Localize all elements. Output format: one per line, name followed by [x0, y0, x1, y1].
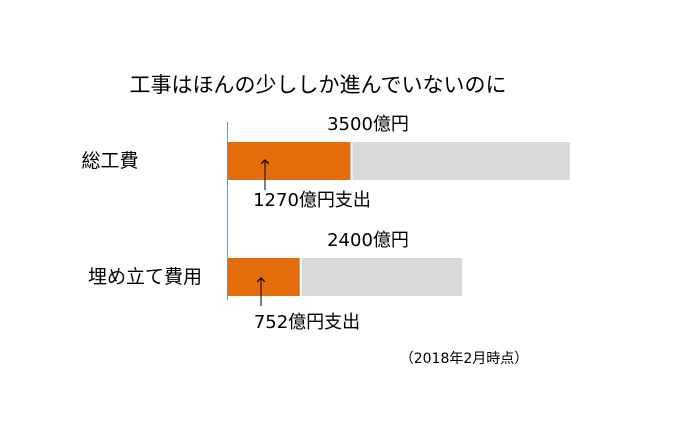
date-note: （2018年2月時点）	[400, 351, 529, 367]
bar-spent-total	[227, 142, 352, 180]
total-label-total: 3500億円	[327, 114, 409, 135]
total-label-landfill: 2400億円	[327, 230, 409, 251]
category-label-landfill: 埋め立て費用	[88, 266, 202, 288]
spent-label-landfill: 752億円支出	[254, 312, 360, 333]
bars-layer	[227, 142, 570, 296]
category-label-total: 総工費	[81, 150, 138, 172]
spent-label-total: 1270億円支出	[253, 190, 371, 211]
bar-spent-landfill	[227, 258, 301, 296]
chart-title: 工事はほんの少ししか進んでいないのに	[130, 73, 507, 97]
